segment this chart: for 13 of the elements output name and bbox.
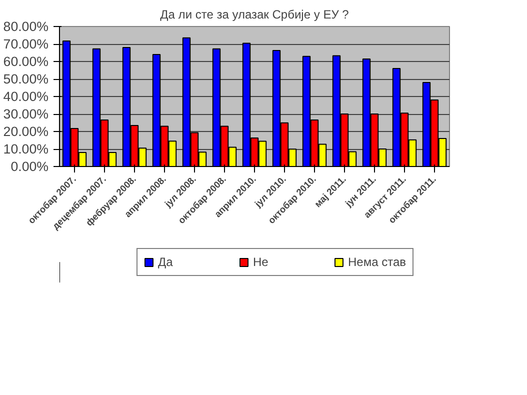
y-tick-label: 80.00% — [3, 19, 49, 34]
y-tick-label: 70.00% — [3, 36, 49, 52]
legend-label: Не — [252, 255, 270, 269]
y-tick-label: 10.00% — [3, 142, 49, 156]
y-tick-label: 30.00% — [3, 106, 49, 122]
y-tick-label: 40.00% — [3, 89, 49, 104]
y-tick-label: 50.00% — [3, 72, 49, 86]
legend-label: Нема став — [348, 255, 406, 269]
y-tick-label: 20.00% — [3, 124, 49, 139]
chart-title: Да ли сте за улазак Србије у ЕУ ? — [160, 8, 350, 22]
legend-label: Да — [158, 255, 174, 269]
y-tick-label: 0.00% — [10, 159, 49, 174]
y-tick-label: 60.00% — [3, 54, 49, 69]
